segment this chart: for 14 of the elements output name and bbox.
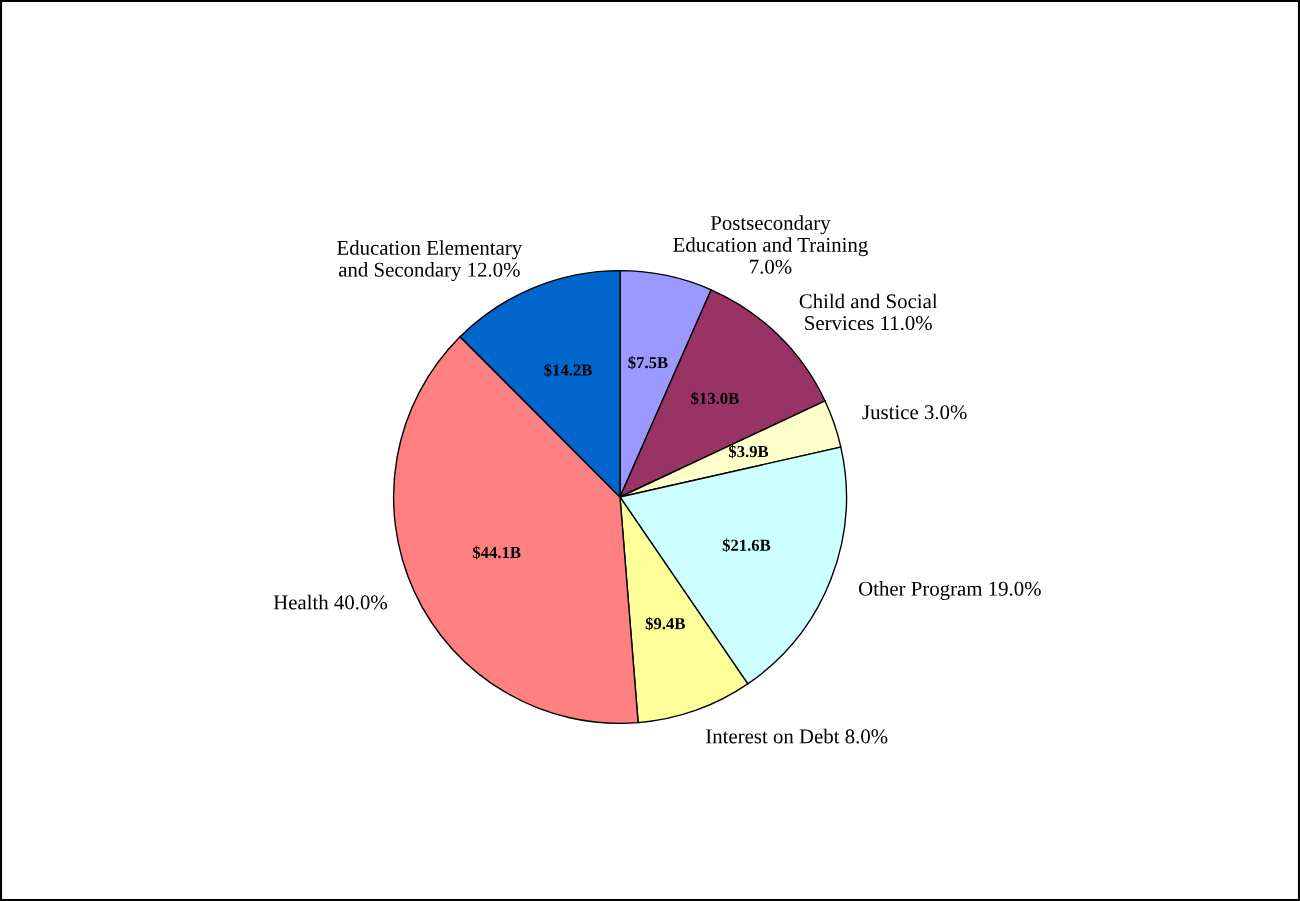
- slice-label: Health 40.0%: [273, 594, 387, 610]
- data-label: $7.5B: [628, 356, 668, 370]
- slice-label: Interest on Debt 8.0%: [706, 728, 888, 744]
- slice-label: Child and Social Services 11.0%: [799, 293, 938, 331]
- data-label: $44.1B: [472, 545, 521, 560]
- data-label: $13.0B: [691, 391, 739, 406]
- data-label: $21.6B: [722, 538, 771, 552]
- slice-label: Postsecondary Education and Training 7.0%: [673, 215, 868, 274]
- slice-label: Other Program 19.0%: [858, 581, 1041, 601]
- data-label: $3.9B: [728, 444, 769, 459]
- data-label: $9.4B: [645, 617, 685, 631]
- slice-label: Education Elementary and Secondary 12.0%: [337, 240, 523, 282]
- slice-label: Justice 3.0%: [862, 405, 967, 420]
- data-label: $14.2B: [544, 363, 592, 377]
